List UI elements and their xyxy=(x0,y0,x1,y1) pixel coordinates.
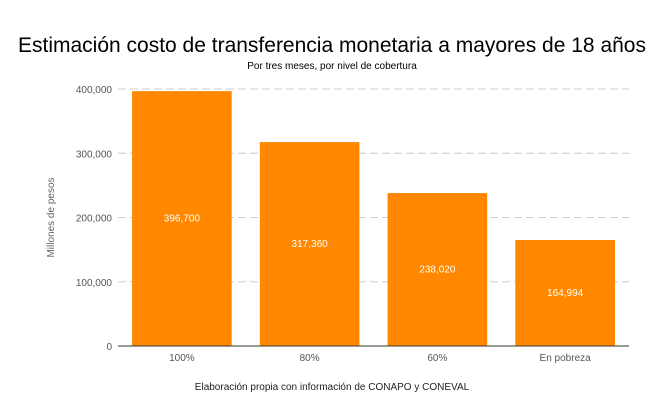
y-tick-label: 300,000 xyxy=(76,149,113,160)
bar xyxy=(132,91,232,347)
bar xyxy=(259,142,360,346)
bar-value-label: 238,020 xyxy=(419,265,456,276)
bar-value-label: 317,360 xyxy=(292,239,329,250)
y-tick-label: 400,000 xyxy=(76,85,113,96)
x-tick-label: 60% xyxy=(427,353,447,364)
y-tick-label: 0 xyxy=(106,342,112,353)
y-tick-label: 200,000 xyxy=(76,214,113,225)
chart-title: Estimación costo de transferencia moneta… xyxy=(17,34,646,57)
x-tick-label: 100% xyxy=(169,353,195,364)
y-axis-title: Millones de pesos xyxy=(46,177,57,257)
chart-footer: Elaboración propia con información de CO… xyxy=(194,382,470,393)
bar xyxy=(515,239,615,346)
y-tick-label: 100,000 xyxy=(76,278,113,289)
chart-subtitle: Por tres meses, por nivel de cobertura xyxy=(247,61,417,72)
bar xyxy=(387,193,488,346)
bar-value-label: 396,700 xyxy=(164,214,201,225)
bar-value-label: 164,994 xyxy=(547,288,584,299)
x-tick-label: En pobreza xyxy=(540,353,592,364)
x-tick-label: 80% xyxy=(300,353,320,364)
